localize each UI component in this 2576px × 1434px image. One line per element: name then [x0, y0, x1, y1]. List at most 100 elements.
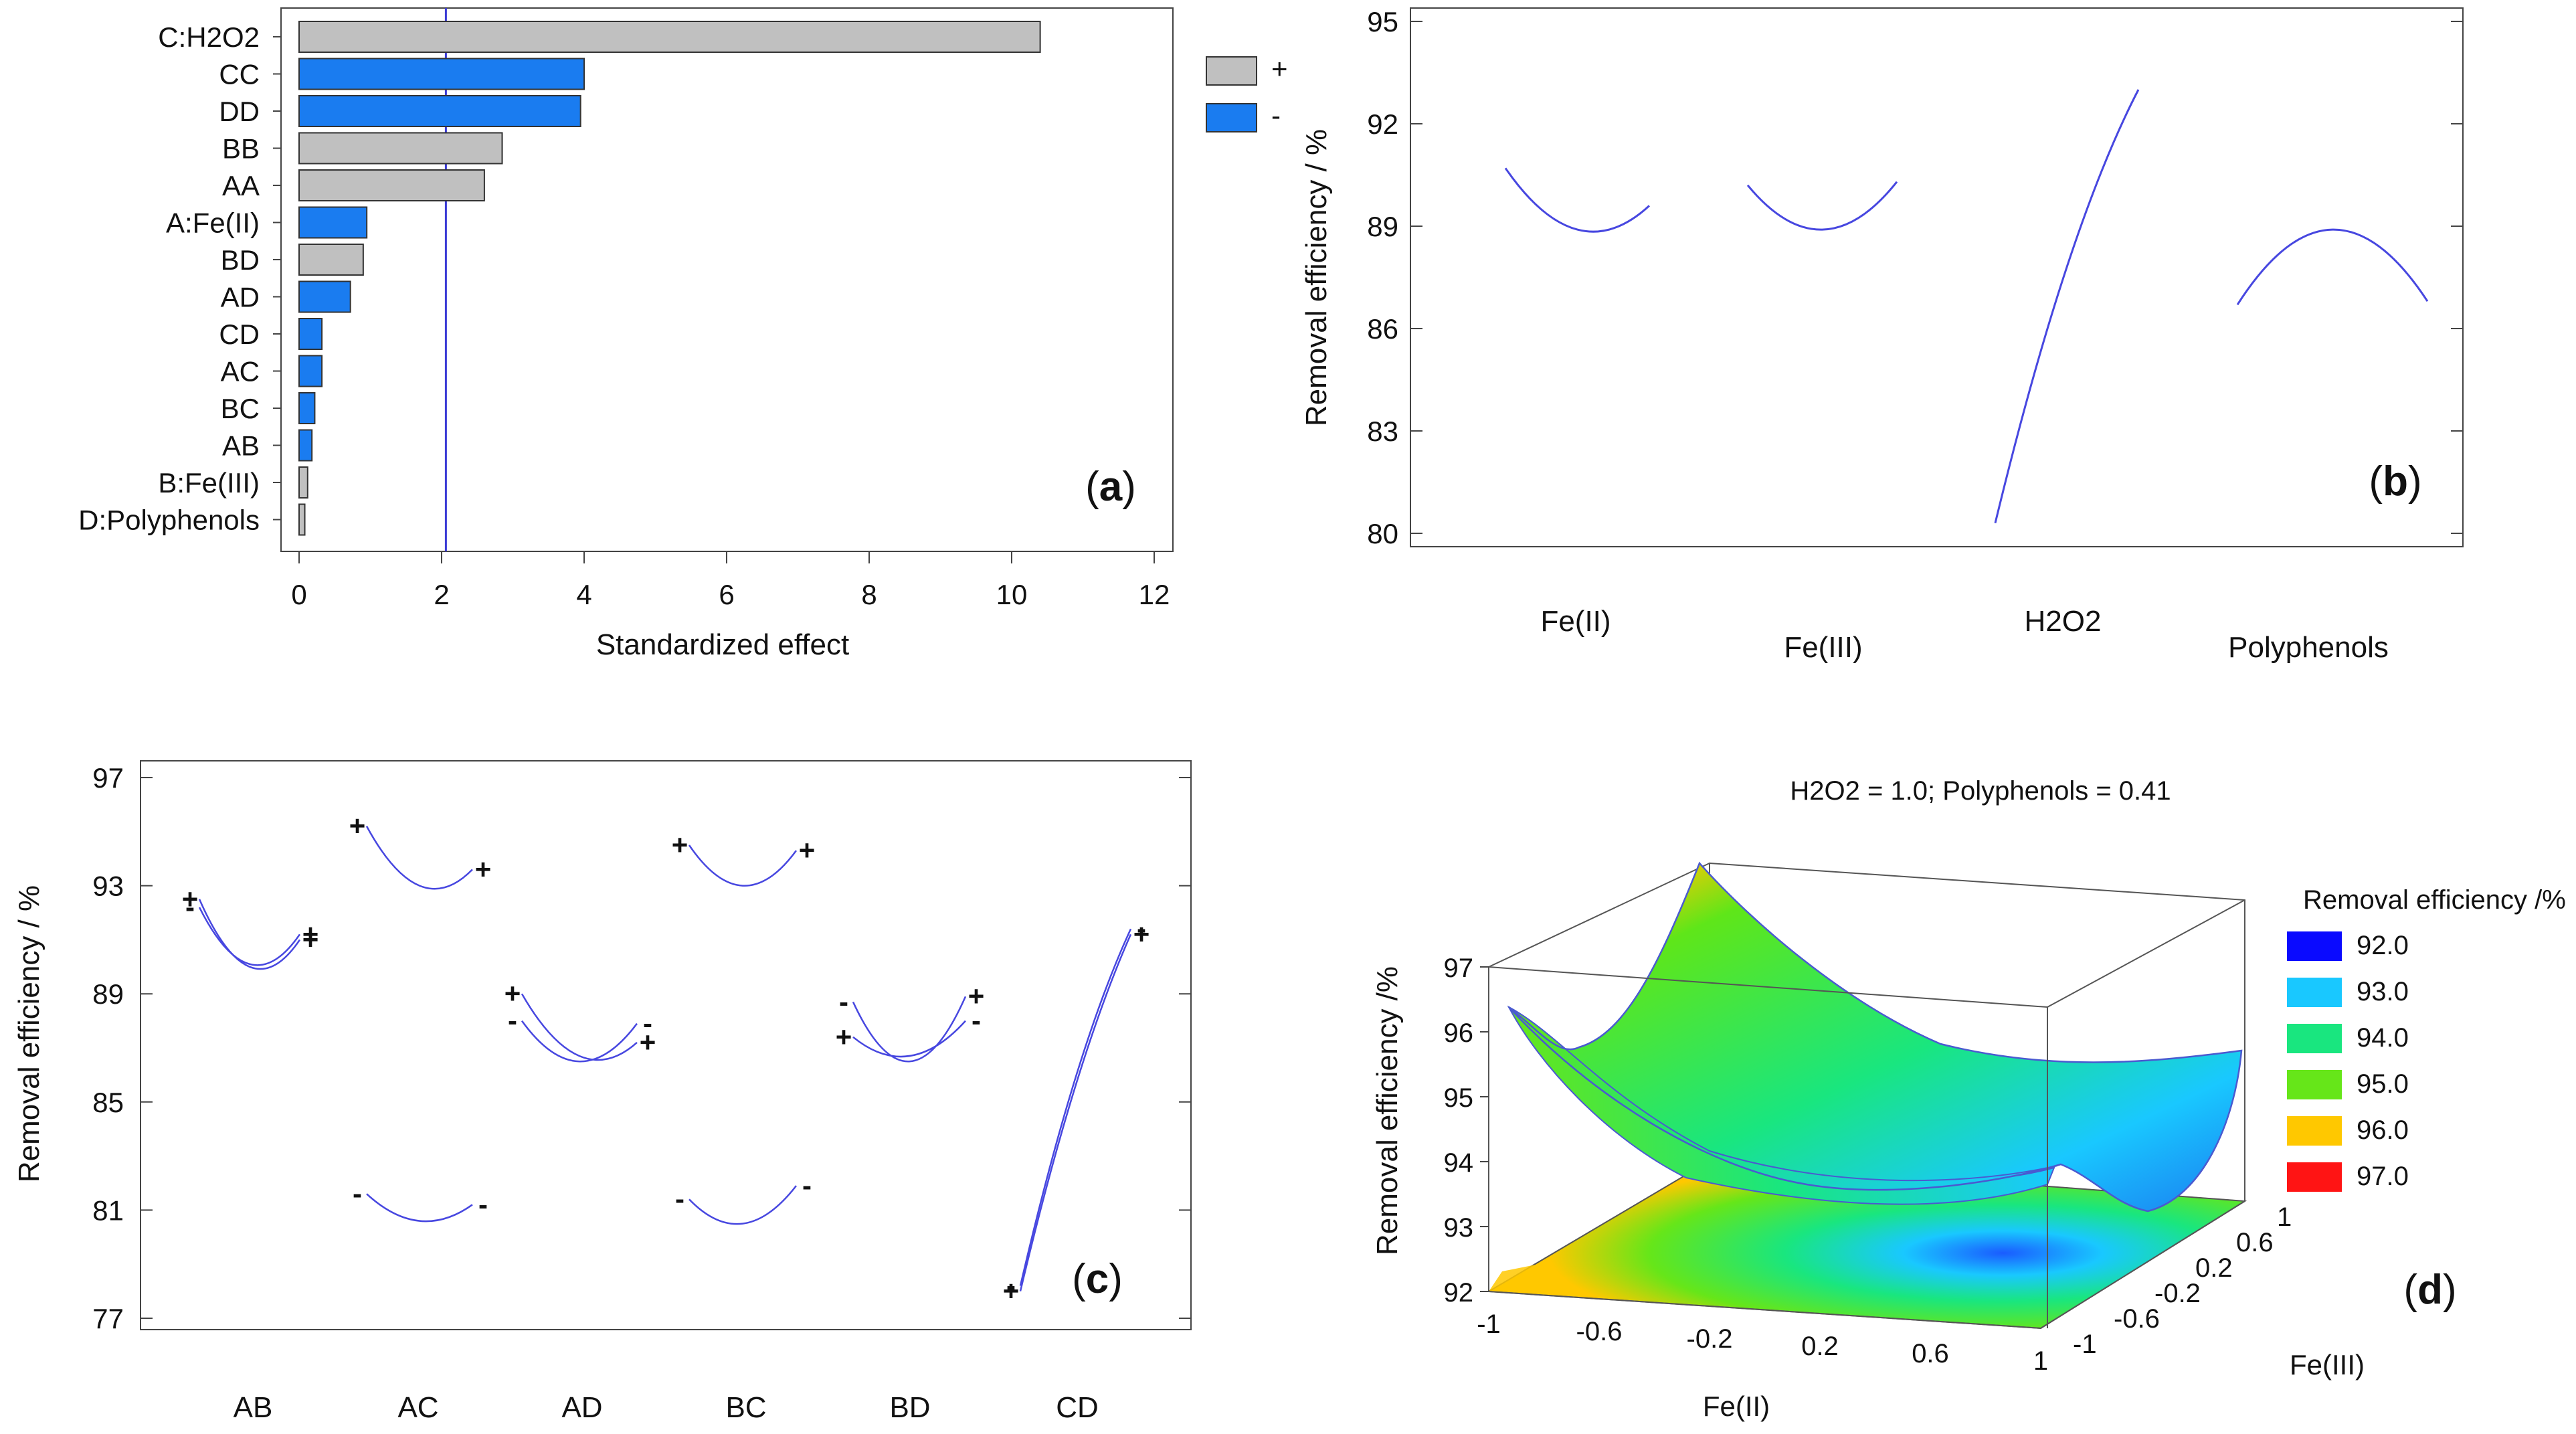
z-tick-label-96: 96: [1444, 1018, 1474, 1048]
colorbar-label-96-0: 96.0: [2357, 1115, 2409, 1145]
category-label-c-h2o2: C:H2O2: [158, 21, 260, 53]
interaction-label-bd: BD: [889, 1391, 930, 1424]
start-marker-bc-low: -: [675, 1183, 684, 1215]
panel-b-plot-frame: [1410, 7, 2464, 547]
end-marker-ab-low: +: [302, 918, 319, 950]
start-marker-cd-low: -: [1006, 1270, 1016, 1302]
colorbar-swatch-92-0: [2287, 931, 2342, 961]
interaction-label-ad: AD: [561, 1391, 602, 1424]
interaction-curve-ac-low: [366, 1193, 473, 1223]
colorbar-label-95-0: 95.0: [2357, 1069, 2409, 1099]
category-label-ac: AC: [221, 356, 260, 387]
y-tick-label-86: 86: [1367, 313, 1398, 345]
colorbar-swatch-96-0: [2287, 1116, 2342, 1146]
end-marker-bc-low: -: [802, 1170, 812, 1201]
bar-aa: [298, 169, 485, 201]
interaction-curve-cd-high: [1019, 933, 1132, 1291]
panel-d-x-axis-label: Fe(II): [1703, 1391, 1770, 1422]
x-tick-label-12: 12: [1139, 579, 1170, 610]
y-tick-label-1: -1: [2073, 1330, 2097, 1359]
legend-swatch-negative: [1206, 103, 1257, 132]
colorbar-swatch-94-0: [2287, 1024, 2342, 1053]
panel-d-floor-hot-left: [1489, 1261, 1552, 1291]
category-label-d-polyphenols: D:Polyphenols: [78, 505, 260, 536]
panel-d-box-back-edges: [1488, 862, 2245, 1201]
panel-d-box-right-bottom: [2040, 1200, 2245, 1329]
y-tick-label-89: 89: [1367, 211, 1398, 242]
bar-ab: [298, 429, 313, 462]
legend-swatch-positive: [1206, 56, 1257, 86]
panel-d-y-axis-label: Fe(III): [2290, 1349, 2365, 1380]
category-label-aa: AA: [222, 170, 260, 201]
legend-label-negative: -: [1271, 100, 1281, 131]
start-marker-bd-high: +: [836, 1021, 852, 1053]
x-tick-label-0-2: 0.2: [1801, 1332, 1839, 1361]
panel-a-category-labels: C:H2O2 CC DD BB AA A:Fe(II) BD AD CD AC BC AB B:Fe(I…: [78, 21, 281, 536]
end-marker-bc-high: +: [799, 834, 816, 866]
colorbar-swatch-93-0: [2287, 978, 2342, 1007]
panel-b-label: (b): [2369, 458, 2421, 505]
colorbar-swatch-95-0: [2287, 1070, 2342, 1099]
bar-dd: [298, 95, 581, 127]
x-tick-label-1: -1: [1477, 1310, 1501, 1339]
y-tick-label-95: 95: [1367, 6, 1398, 37]
end-marker-ad-low: -: [643, 1008, 652, 1039]
panel-d-z-ticks: 92 93 94 95 96 97: [1444, 954, 1489, 1308]
interaction-curve-ad-high: [521, 993, 638, 1061]
end-marker-bd-high: -: [972, 1005, 981, 1037]
panel-a-x-ticks: 0 2 4 6 8 10 12: [291, 551, 1170, 610]
y-tick-label-97: 97: [92, 762, 124, 794]
category-label-ab: AB: [222, 430, 260, 462]
end-marker-cd-low: -: [1137, 913, 1146, 944]
y-tick-label-77: 77: [92, 1303, 124, 1334]
colorbar-label-94-0: 94.0: [2357, 1023, 2409, 1053]
panel-a-x-axis-label: Standardized effect: [596, 628, 849, 661]
panel-d-title: H2O2 = 1.0; Polyphenols = 0.41: [1790, 776, 2171, 806]
x-tick-label-0-2: -0.2: [1687, 1324, 1733, 1354]
interaction-curve-ac-high: [365, 826, 473, 890]
end-marker-ad-high: +: [640, 1026, 656, 1058]
z-tick-label-94: 94: [1444, 1148, 1474, 1178]
interaction-curve-bc-low: [688, 1185, 797, 1225]
x-tick-label-0-6: -0.6: [1576, 1317, 1623, 1346]
y-tick-label-81: 81: [92, 1194, 124, 1226]
colorbar-swatch-97-0: [2287, 1162, 2342, 1192]
bar-a-fe-ii: [298, 206, 368, 239]
interaction-label-cd: CD: [1056, 1391, 1099, 1424]
interaction-curve-bd-high: [852, 1020, 966, 1058]
end-marker-ac-low: -: [478, 1188, 488, 1220]
panel-c-interaction-labels: AB AC AD BC BD CD: [234, 1391, 1099, 1424]
start-marker-ad-low: -: [508, 1005, 517, 1037]
panel-c-level-markers: ++-+++- -++- -+ +- -+-- +++--: [182, 810, 1150, 1307]
interaction-label-ac: AC: [397, 1391, 438, 1424]
z-tick-label-93: 93: [1444, 1213, 1474, 1243]
x-tick-label-10: 10: [996, 579, 1028, 610]
category-label-bc: BC: [221, 393, 260, 424]
panel-a-legend: +-: [1206, 53, 1288, 132]
interaction-label-bc: BC: [725, 1391, 766, 1424]
end-marker-ab-high: +: [302, 923, 319, 955]
y-tick-label-85: 85: [92, 1087, 124, 1118]
bar-ad: [298, 280, 351, 313]
start-marker-cd-high: +: [1003, 1275, 1020, 1307]
x-tick-label-1: 1: [2033, 1346, 2048, 1376]
category-label-b-fe-iii: B:Fe(III): [158, 467, 260, 499]
bar-d-polyphenols: [298, 503, 306, 536]
main-effect-curve-polyphenols: [2236, 228, 2429, 306]
panel-a-label: (a): [1085, 464, 1136, 510]
interaction-curve-bd-low: [852, 996, 967, 1063]
panel-d-x-ticks: -1 -0.6 -0.2 0.2 0.6 1: [1477, 1310, 2048, 1376]
panel-d-surface-ridge: [1508, 1006, 2058, 1182]
panel-b-factor-labels: Fe(II) Fe(III) H2O2 Polyphenols: [1540, 605, 2388, 664]
category-label-cc: CC: [219, 59, 260, 90]
legend-label-positive: +: [1271, 53, 1288, 84]
x-tick-label-4: 4: [576, 579, 591, 610]
panel-a-bars: [298, 21, 1041, 536]
start-marker-ad-high: +: [504, 978, 521, 1009]
interaction-curve-cd-low: [1019, 928, 1132, 1286]
x-tick-label-8: 8: [861, 579, 877, 610]
panel-b-y-ticks: 80 83 86 89 92 95: [1367, 6, 2463, 549]
panel-c-y-ticks: 77 81 85 89 93 97: [92, 762, 1191, 1334]
panel-c-curves: [198, 826, 1132, 1291]
category-label-bb: BB: [222, 133, 260, 165]
